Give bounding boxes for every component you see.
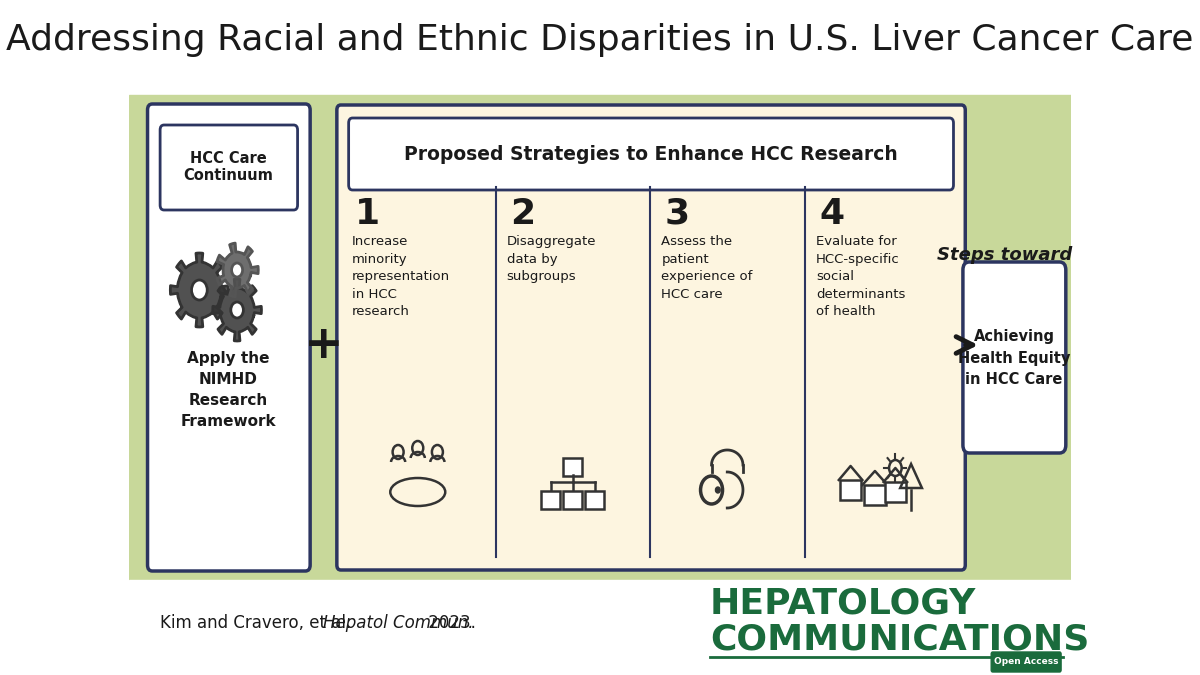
FancyBboxPatch shape bbox=[563, 458, 582, 476]
FancyBboxPatch shape bbox=[541, 491, 560, 509]
Text: Evaluate for
HCC-specific
social
determinants
of health: Evaluate for HCC-specific social determi… bbox=[816, 235, 905, 318]
Text: Hepatol Commun.: Hepatol Commun. bbox=[324, 614, 474, 632]
Circle shape bbox=[232, 263, 242, 277]
Polygon shape bbox=[217, 243, 258, 297]
Text: Assess the
patient
experience of
HCC care: Assess the patient experience of HCC car… bbox=[661, 235, 752, 300]
Bar bbox=[886, 482, 906, 502]
Text: HEPATOLOGY: HEPATOLOGY bbox=[710, 586, 977, 620]
FancyBboxPatch shape bbox=[991, 652, 1061, 672]
Text: +: + bbox=[304, 323, 343, 367]
Text: Kim and Cravero, et al.: Kim and Cravero, et al. bbox=[160, 614, 356, 632]
Text: Open Access: Open Access bbox=[994, 657, 1058, 666]
Text: Proposed Strategies to Enhance HCC Research: Proposed Strategies to Enhance HCC Resea… bbox=[404, 144, 898, 163]
Bar bbox=[864, 485, 886, 505]
FancyBboxPatch shape bbox=[563, 491, 582, 509]
Text: Disaggregate
data by
subgroups: Disaggregate data by subgroups bbox=[506, 235, 596, 283]
FancyBboxPatch shape bbox=[337, 105, 965, 570]
FancyBboxPatch shape bbox=[160, 125, 298, 210]
FancyBboxPatch shape bbox=[962, 262, 1066, 453]
Bar bbox=[840, 480, 860, 500]
Polygon shape bbox=[170, 253, 228, 327]
Bar bbox=[128, 580, 1072, 675]
Bar bbox=[128, 95, 1072, 580]
FancyBboxPatch shape bbox=[148, 104, 310, 571]
Circle shape bbox=[192, 280, 208, 300]
Text: 2023.: 2023. bbox=[424, 614, 476, 632]
Text: Apply the
NIMHD
Research
Framework: Apply the NIMHD Research Framework bbox=[181, 351, 276, 429]
Text: Steps toward: Steps toward bbox=[937, 246, 1072, 264]
Text: Addressing Racial and Ethnic Disparities in U.S. Liver Cancer Care: Addressing Racial and Ethnic Disparities… bbox=[6, 23, 1194, 57]
Bar bbox=[128, 0, 1072, 95]
Text: 2: 2 bbox=[510, 197, 535, 231]
Text: 4: 4 bbox=[820, 197, 845, 231]
Circle shape bbox=[230, 302, 244, 318]
Polygon shape bbox=[212, 279, 262, 341]
FancyBboxPatch shape bbox=[349, 118, 954, 190]
Text: Increase
minority
representation
in HCC
research: Increase minority representation in HCC … bbox=[352, 235, 450, 318]
Text: 3: 3 bbox=[665, 197, 690, 231]
Text: HCC Care
Continuum: HCC Care Continuum bbox=[184, 151, 274, 183]
Text: COMMUNICATIONS: COMMUNICATIONS bbox=[710, 622, 1090, 656]
FancyBboxPatch shape bbox=[586, 491, 604, 509]
Text: Achieving
Health Equity
in HCC Care: Achieving Health Equity in HCC Care bbox=[958, 329, 1070, 387]
Circle shape bbox=[715, 487, 720, 493]
Text: 1: 1 bbox=[355, 197, 380, 231]
